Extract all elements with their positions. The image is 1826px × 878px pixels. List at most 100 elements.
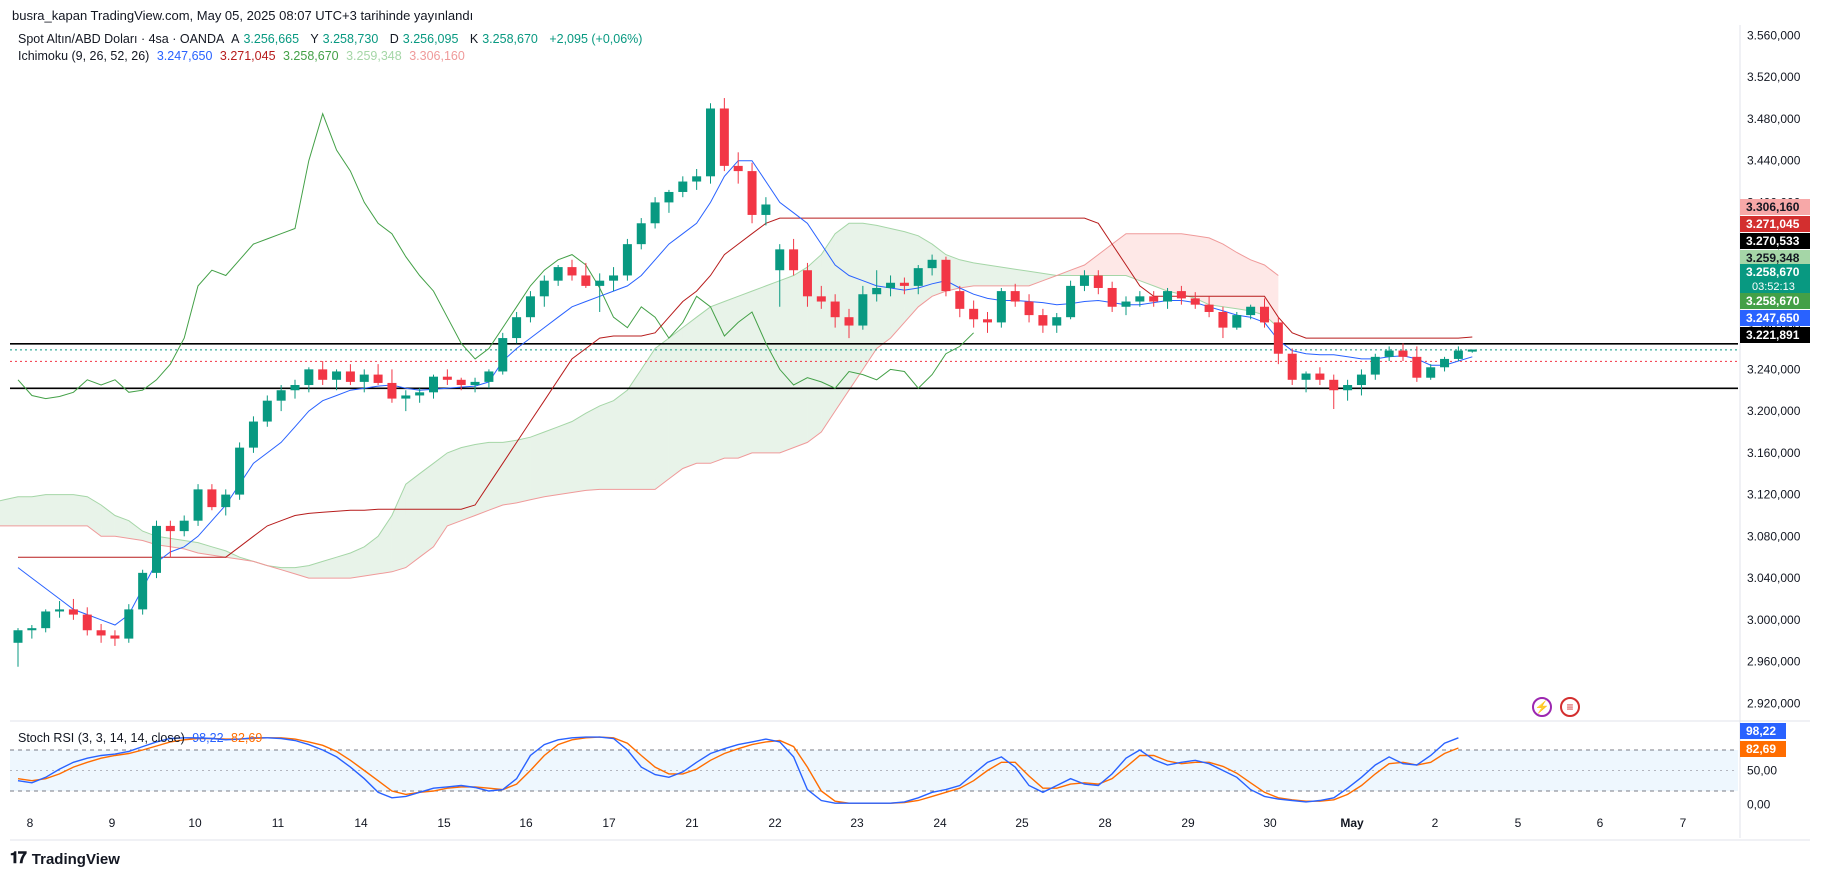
kumo-cloud-segment — [987, 265, 1002, 286]
x-tick-label: 9 — [109, 816, 116, 830]
candle-body — [262, 400, 272, 422]
kumo-cloud-segment — [682, 317, 697, 469]
kumo-cloud-segment — [308, 561, 323, 579]
candle-body — [401, 395, 411, 399]
kumo-cloud-segment — [1181, 233, 1196, 299]
kumo-cloud-segment — [350, 546, 365, 579]
ohlc-low: 3.256,095 — [402, 32, 459, 46]
candle-body — [650, 202, 660, 224]
kumo-cloud-segment — [391, 484, 406, 572]
price-label: 3.258,670 — [1746, 265, 1800, 279]
flag-icon[interactable]: ≡ — [1560, 697, 1580, 717]
x-tick-label: 14 — [354, 816, 368, 830]
candle-body — [1232, 315, 1242, 328]
kumo-cloud-segment — [752, 285, 766, 453]
kumo-cloud-segment — [502, 440, 517, 506]
stoch-label: Stoch RSI (3, 3, 14, 14, close) — [18, 731, 185, 745]
candle-body — [442, 376, 452, 380]
x-tick-label: 6 — [1597, 816, 1604, 830]
kumo-cloud-segment — [18, 496, 32, 526]
candle-body — [138, 572, 148, 610]
price-label: 3.258,670 — [1746, 294, 1800, 308]
kumo-cloud-segment — [378, 515, 392, 574]
kumo-cloud-segment — [128, 520, 143, 541]
candle-body — [387, 382, 397, 399]
kumo-cloud-segment — [849, 223, 863, 391]
candle-body — [622, 244, 632, 276]
candle-body — [207, 489, 217, 508]
kumo-cloud-segment — [724, 296, 739, 459]
candle-body — [1287, 353, 1297, 380]
ichimoku-spanB-value: 3.306,160 — [409, 49, 465, 63]
stoch-y-tick: 50,00 — [1747, 764, 1777, 778]
x-tick-label: 24 — [933, 816, 947, 830]
candle-body — [1384, 350, 1394, 357]
candle-body — [983, 319, 992, 323]
ichimoku-chikou — [17, 112, 974, 400]
candle-body — [152, 525, 161, 573]
price-label-box — [1740, 264, 1810, 294]
brand-label: TradingView — [31, 850, 120, 868]
kumo-cloud-segment — [779, 275, 794, 453]
kumo-cloud-segment — [211, 546, 226, 558]
candle-body — [1024, 301, 1034, 316]
candle-body — [193, 489, 203, 521]
candle-body — [567, 267, 577, 276]
candle-body — [304, 369, 314, 386]
kumo-cloud-segment — [4, 496, 19, 526]
candle-body — [1052, 317, 1062, 326]
candle-body — [345, 371, 355, 382]
candle-body — [332, 371, 342, 380]
x-tick-label: 16 — [519, 816, 533, 830]
ichimoku-tenkan — [17, 160, 1473, 626]
kumo-cloud-segment — [738, 291, 753, 459]
candle-body — [373, 374, 383, 383]
candle-body — [484, 371, 494, 382]
kumo-cloud-segment — [59, 494, 74, 526]
candle-body — [276, 390, 286, 401]
ohlc-open-label: A — [231, 32, 240, 46]
kumo-cloud-segment — [1209, 237, 1223, 307]
y-tick-label: 3.160,000 — [1747, 446, 1801, 460]
kumo-cloud-segment — [655, 338, 669, 490]
candle-body — [498, 338, 508, 372]
candle-body — [13, 630, 23, 643]
kumo-cloud-segment — [1001, 267, 1016, 286]
kumo-cloud-segment — [668, 327, 683, 479]
ohlc-high: 3.258,730 — [322, 32, 379, 46]
candle-body — [110, 635, 120, 639]
candle-body — [1370, 356, 1380, 375]
y-tick-label: 3.440,000 — [1747, 154, 1801, 168]
candle-body — [955, 291, 965, 309]
candle-body — [1149, 296, 1159, 302]
x-tick-label: 11 — [272, 816, 285, 830]
kumo-cloud-segment — [0, 499, 5, 526]
kumo-cloud-segment — [862, 223, 877, 370]
kumo-cloud-segment — [890, 228, 905, 339]
candle-body — [886, 282, 896, 288]
price-label: 3.247,650 — [1746, 311, 1800, 325]
candle-body — [664, 191, 674, 203]
price-label-box — [1740, 327, 1810, 343]
candle-body — [96, 630, 106, 636]
ohlc-close: 3.258,670 — [482, 32, 538, 46]
tradingview-logo-icon: 𝟏𝟕 — [10, 850, 27, 867]
ohlc-low-label: D — [389, 32, 399, 46]
price-label: 3.306,160 — [1746, 200, 1800, 214]
candle-body — [165, 525, 175, 532]
footer-brand: 𝟏𝟕 TradingView — [10, 850, 120, 868]
candle-body — [124, 609, 134, 639]
kumo-cloud-segment — [973, 262, 988, 286]
candle-body — [1121, 301, 1131, 307]
kumo-cloud-segment — [544, 426, 559, 497]
kumo-cloud-segment — [1153, 233, 1168, 292]
kumo-cloud-segment — [322, 557, 337, 579]
ohlc-close-label: K — [469, 32, 479, 46]
candle-body — [1135, 296, 1145, 302]
lightning-icon[interactable]: ⚡ — [1532, 697, 1552, 717]
price-label-box — [1740, 233, 1810, 249]
candle-body — [1204, 304, 1214, 312]
candle-body — [1356, 374, 1366, 386]
kumo-cloud-segment — [364, 536, 379, 576]
